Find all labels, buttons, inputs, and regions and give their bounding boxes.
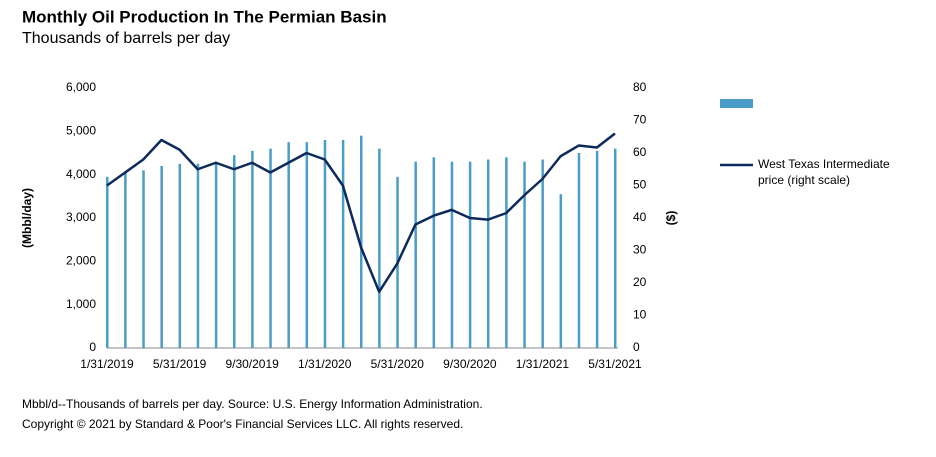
bar: [269, 148, 272, 348]
x-tick-label: 5/31/2021: [588, 357, 642, 371]
bar: [468, 161, 472, 348]
y2-tick-label: 50: [633, 178, 647, 192]
bar: [450, 161, 454, 348]
y2-tick-label: 30: [633, 243, 647, 257]
x-tick-label: 1/31/2021: [516, 357, 570, 371]
y2-tick-label: 60: [633, 145, 647, 159]
bar: [287, 142, 290, 348]
y-tick-label: 0: [89, 340, 96, 354]
x-tick-label: 5/31/2019: [153, 357, 207, 371]
y2-tick-label: 0: [633, 340, 640, 354]
bar: [432, 157, 436, 348]
bar: [341, 140, 345, 348]
footnote: Mbbl/d--Thousands of barrels per day. So…: [22, 397, 483, 411]
y2-axis-title: ($): [664, 211, 678, 226]
bar: [614, 148, 617, 348]
bar: [523, 161, 526, 348]
x-tick-label: 5/31/2020: [371, 357, 425, 371]
footnote: Copyright © 2021 by Standard & Poor's Fi…: [22, 417, 463, 431]
line: [106, 132, 616, 294]
x-tick-label: 9/30/2020: [443, 357, 497, 371]
bar: [178, 163, 182, 348]
bar: [305, 142, 309, 348]
y2-tick-label: 40: [633, 210, 647, 224]
bar: [106, 176, 109, 348]
bar: [559, 194, 563, 348]
bar: [487, 159, 490, 348]
chart-title: Monthly Oil Production In The Permian Ba…: [22, 7, 387, 26]
y2-tick-label: 20: [633, 275, 647, 289]
bar: [160, 166, 163, 348]
x-tick-label: 1/31/2019: [80, 357, 134, 371]
bar: [196, 163, 200, 348]
y2-tick-label: 80: [633, 80, 647, 94]
bar: [378, 148, 381, 348]
bar: [505, 157, 508, 348]
bar: [233, 155, 236, 348]
x-tick-label: 9/30/2019: [225, 357, 279, 371]
y2-tick-label: 70: [633, 113, 647, 127]
bar: [142, 170, 145, 348]
legend-swatch: [720, 99, 753, 108]
bar: [414, 161, 417, 348]
y-tick-label: 6,000: [66, 80, 96, 94]
bar: [541, 159, 544, 348]
y2-tick-label: 10: [633, 308, 647, 322]
y-tick-label: 2,000: [66, 254, 96, 268]
bar: [323, 140, 327, 348]
bar: [595, 150, 599, 348]
bar: [124, 172, 127, 348]
y-tick-label: 3,000: [66, 210, 96, 224]
y-tick-label: 1,000: [66, 297, 96, 311]
chart-subtitle: Thousands of barrels per day: [22, 30, 230, 47]
y-tick-label: 5,000: [66, 124, 96, 138]
legend-label: West Texas Intermediate price (right scal…: [758, 157, 890, 187]
y-axis-title: (Mbbl/day): [20, 188, 34, 248]
x-tick-label: 1/31/2020: [298, 357, 352, 371]
bar: [360, 135, 363, 348]
bar: [577, 153, 581, 348]
bar: [214, 161, 218, 348]
y-tick-label: 4,000: [66, 167, 96, 181]
bar: [251, 150, 254, 348]
